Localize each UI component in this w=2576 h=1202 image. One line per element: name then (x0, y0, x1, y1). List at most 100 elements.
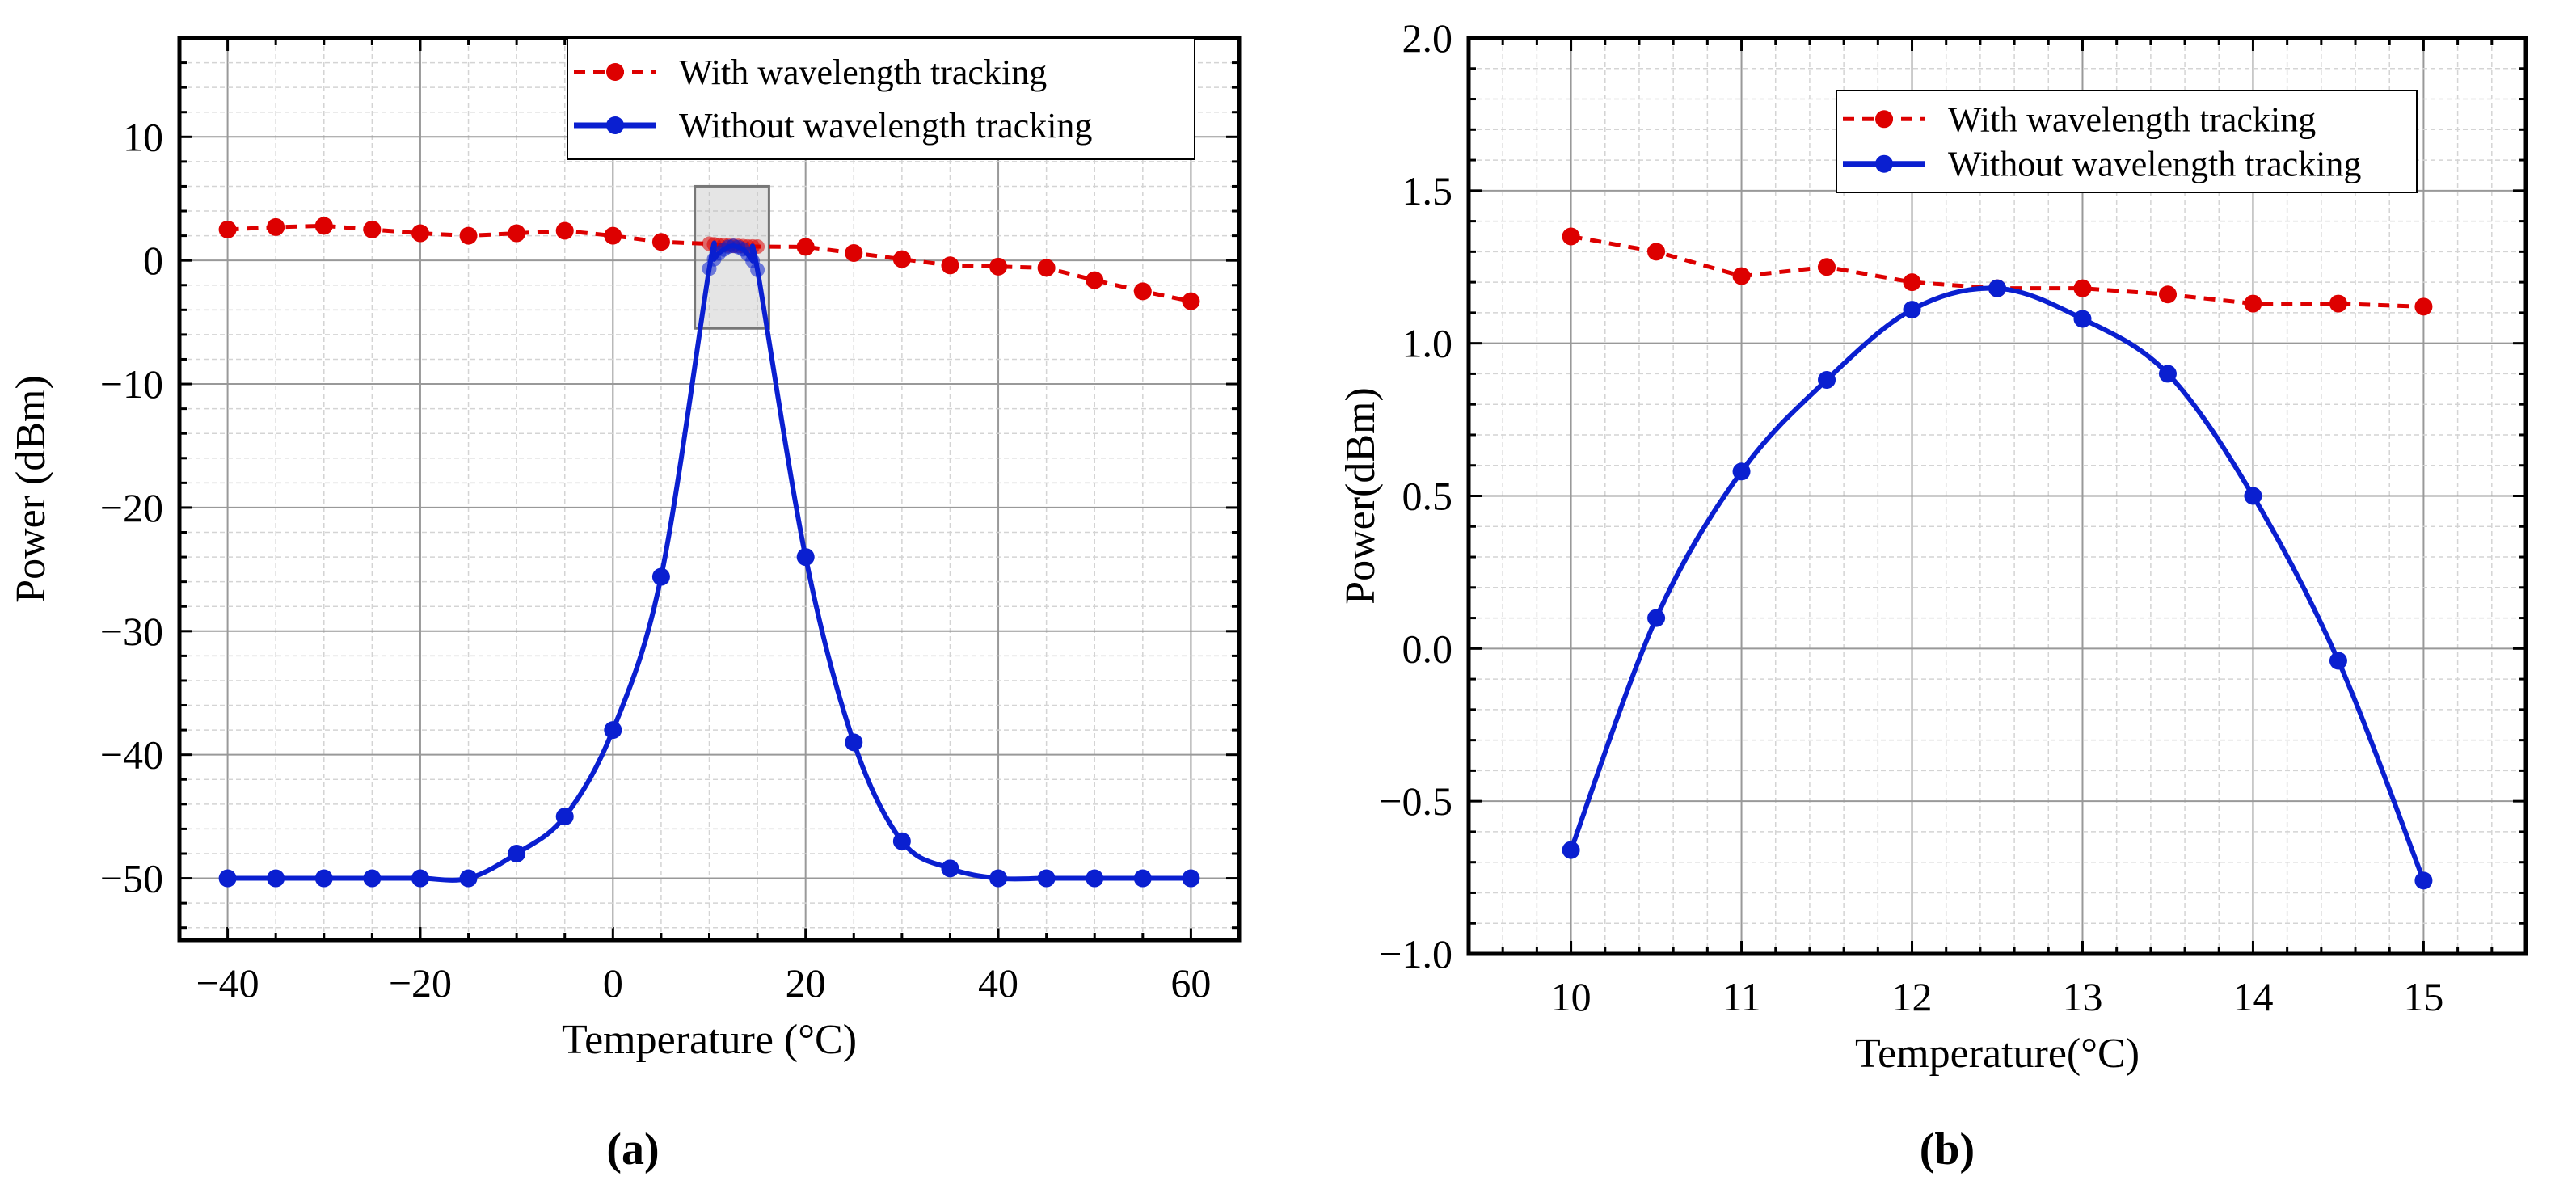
data-point-0 (2073, 279, 2092, 297)
legend-label: Without wavelength tracking (1948, 145, 2361, 184)
legend-label: Without wavelength tracking (679, 106, 1092, 146)
data-point-1 (1732, 462, 1751, 481)
data-point-0 (1903, 273, 1921, 292)
legend-swatch-marker (1875, 110, 1893, 129)
legend-label: With wavelength tracking (1948, 99, 2316, 139)
legend-swatch-marker (606, 63, 624, 81)
data-point-1 (604, 721, 622, 740)
data-point-1 (651, 567, 670, 586)
y-tick-label: −40 (100, 732, 163, 778)
data-point-0 (1562, 227, 1580, 246)
legend-swatch-marker (606, 116, 624, 134)
data-point-1 (459, 869, 478, 888)
x-tick-label: 14 (2232, 974, 2273, 1019)
y-axis-label: Power (dBm) (8, 375, 54, 603)
data-point-1 (1647, 609, 1666, 627)
data-point-0 (1818, 258, 1836, 276)
x-tick-label: 20 (786, 960, 826, 1006)
data-point-1 (845, 733, 863, 752)
x-tick-label: 12 (1892, 974, 1933, 1019)
data-point-1 (1818, 370, 1836, 389)
x-tick-label: 15 (2403, 974, 2443, 1019)
data-point-0 (411, 224, 429, 243)
plot-frame (177, 36, 1242, 943)
data-point-0 (2244, 294, 2262, 313)
data-point-0 (2329, 294, 2347, 313)
data-point-1 (1562, 841, 1580, 859)
y-tick-label: −20 (100, 485, 163, 530)
x-tick-label: 60 (1170, 960, 1211, 1006)
x-tick-label: −20 (389, 960, 452, 1006)
data-point-0 (2158, 285, 2177, 304)
x-tick-label: 40 (978, 960, 1018, 1006)
data-point-1 (363, 869, 382, 888)
data-point-0 (651, 233, 670, 251)
data-point-1 (1133, 869, 1152, 888)
y-tick-label: 0.0 (1402, 626, 1453, 671)
legend-box (1836, 90, 2418, 193)
data-point-1 (2244, 487, 2262, 505)
y-tick-label: 0 (143, 238, 163, 283)
x-tick-label: −40 (196, 960, 259, 1006)
data-point-0 (1037, 259, 1056, 277)
data-point-0 (314, 217, 333, 235)
data-point-0 (363, 220, 382, 238)
legend: With wavelength tracking Without waveleng… (567, 37, 1195, 160)
y-tick-label: 1.0 (1402, 321, 1453, 366)
y-tick-label: 1.5 (1402, 168, 1453, 213)
data-point-1 (2329, 652, 2347, 670)
data-point-1 (796, 548, 815, 567)
series-line-1 (1568, 285, 2426, 882)
data-point-1 (508, 844, 526, 862)
y-tick-label: −30 (100, 609, 163, 654)
x-axis-label: Temperature(°C) (1855, 1031, 2140, 1077)
plot-frame (1466, 36, 2528, 956)
data-point-0 (604, 226, 622, 245)
legend-swatch-marker (1875, 154, 1893, 173)
x-tick-label: 0 (603, 960, 623, 1006)
data-point-1 (2073, 310, 2092, 328)
data-point-0 (892, 250, 911, 268)
data-point-0 (989, 257, 1008, 276)
data-point-1 (1988, 279, 2006, 297)
y-tick-label: 0.5 (1402, 474, 1453, 519)
data-point-0 (1647, 243, 1666, 261)
data-point-1 (1903, 301, 1921, 319)
data-point-0 (218, 220, 237, 238)
data-point-0 (1133, 282, 1152, 301)
chart-b: 10 11 12 13 14 15 −1.0 −0.5 0.0 0.5 1.0 1.5 2.0 With … (1338, 15, 2528, 1175)
data-point-1 (1182, 869, 1200, 888)
data-point-0 (508, 224, 526, 243)
figure-caption: (a) (606, 1124, 659, 1175)
data-point-0 (796, 238, 815, 256)
data-point-0 (1182, 292, 1200, 310)
legend-box (567, 37, 1195, 160)
data-point-1 (411, 869, 429, 888)
data-point-0 (1732, 267, 1751, 285)
data-point-1 (2158, 365, 2177, 383)
data-point-1 (989, 869, 1008, 888)
data-point-1 (750, 262, 765, 277)
legend: With wavelength tracking Without waveleng… (1836, 90, 2418, 193)
x-tick-label: 13 (2062, 974, 2102, 1019)
data-point-1 (1037, 869, 1056, 888)
x-tick-label: 10 (1551, 974, 1592, 1019)
data-point-1 (2414, 871, 2433, 890)
data-point-1 (314, 869, 333, 888)
data-point-1 (892, 832, 911, 850)
y-tick-label: −10 (100, 361, 163, 407)
y-axis-label: Power(dBm) (1338, 387, 1384, 605)
legend-label: With wavelength tracking (679, 53, 1047, 92)
data-point-0 (2414, 297, 2433, 316)
x-axis-label: Temperature (°C) (562, 1017, 857, 1063)
data-point-0 (267, 217, 285, 236)
data-point-0 (459, 226, 478, 245)
y-tick-label: 2.0 (1402, 15, 1453, 61)
data-point-1 (941, 859, 959, 878)
data-point-1 (1086, 869, 1104, 888)
data-point-0 (555, 221, 574, 240)
data-point-0 (1086, 271, 1104, 289)
chart-a: −40 −20 0 20 40 60 −50 −40 −30 −20 −10 0 10 With wave… (8, 36, 1242, 1175)
data-point-1 (267, 869, 285, 888)
